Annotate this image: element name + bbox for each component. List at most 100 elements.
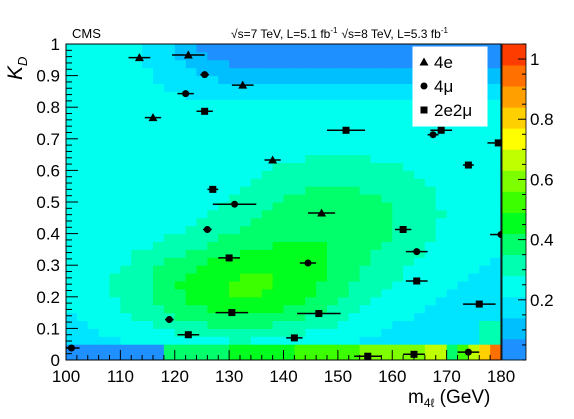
heatmap-cell [490,328,502,337]
heatmap-cell [316,344,328,353]
heatmap-cell [250,162,263,171]
heatmap-cell [305,241,317,250]
y-axis-title: KD [4,57,30,80]
heatmap-cell [153,344,165,353]
heatmap-cell [153,75,165,84]
heatmap-cell [446,312,459,321]
heatmap-cell [272,67,285,77]
heatmap-cell [359,107,372,116]
heatmap-cell [218,225,230,235]
heatmap-cell [403,130,415,140]
heatmap-cell [446,186,459,195]
heatmap-cell [163,59,176,69]
heatmap-cell [283,336,295,345]
heatmap-cell [348,178,361,187]
heatmap-cell [272,44,285,53]
heatmap-cell [120,217,132,227]
heatmap-cell [327,273,339,282]
energy-label: √s=7 TeV, L=5.1 fb-1 √s=8 TeV, L=5.3 fb-1 [231,26,448,41]
heatmap-cell [316,162,328,171]
heatmap-cell [196,44,208,53]
heatmap-cell [153,67,165,77]
heatmap-cell [185,241,198,250]
heatmap-cell [142,312,154,321]
data-point-square [209,185,217,193]
heatmap-cell [370,202,382,211]
heatmap-cell [76,225,89,235]
heatmap-cell [316,154,328,163]
heatmap-cell [348,170,361,179]
heatmap-cell [250,352,263,361]
heatmap-cell [316,146,328,156]
heatmap-cell [153,162,165,171]
heatmap-cell [272,241,285,250]
data-point-triangle [134,53,144,62]
heatmap-cell [359,320,372,329]
heatmap-cell [479,217,491,227]
heatmap-cell [348,217,361,227]
heatmap-cell [218,241,230,250]
heatmap-cell [490,178,502,187]
heatmap-cell [305,233,317,242]
heatmap-cell [327,320,339,329]
heatmap-cell [370,178,382,187]
heatmap-cell [414,209,426,219]
heatmap-cell [272,217,285,227]
heatmap-cell [370,288,382,298]
z-tick-label: 0.6 [530,170,554,189]
data-point-circle [429,131,437,139]
heatmap-cell [163,99,176,108]
data-point-square [413,277,421,285]
heatmap-cell [240,115,252,124]
heatmap-cell [424,241,437,250]
x-axis-title-sub: 4ℓ [424,396,435,410]
heatmap-cell [468,312,480,321]
heatmap-cell [142,107,154,116]
heatmap-cell [207,225,219,235]
heatmap-cell [87,186,100,195]
heatmap-cell [337,225,350,235]
heatmap-cell [490,83,502,92]
heatmap-cell [207,194,219,203]
heatmap-cell [218,202,230,211]
heatmap-cell [479,162,491,171]
heatmap-cell [403,336,415,345]
heatmap-cell [316,115,328,124]
heatmap-cell [153,281,165,290]
heatmap-cell [131,288,143,298]
heatmap-cell [370,154,382,163]
heatmap-cell [163,194,176,203]
heatmap-cell [479,336,491,345]
heatmap-cell [392,344,404,353]
heatmap-cell [414,257,426,266]
heatmap-cell [392,233,404,242]
heatmap-cell [87,320,100,329]
heatmap-cell [87,83,100,92]
heatmap-cell [435,257,448,266]
heatmap-cell [283,59,295,69]
heatmap-cell [337,288,350,298]
heatmap-cell [381,99,393,108]
heatmap-cell [435,352,448,361]
heatmap-cell [316,288,328,298]
heatmap-cell [468,336,480,345]
data-point-square [494,139,502,147]
heatmap-cell [261,91,274,100]
heatmap-cell [218,249,230,258]
heatmap-cell [490,217,502,227]
heatmap-cell [348,83,361,92]
heatmap-cell [185,344,198,353]
heatmap-cell [403,328,415,337]
heatmap-cell [305,115,317,124]
heatmap-cell [424,296,437,306]
heatmap-cell [207,281,219,290]
heatmap-cell [381,107,393,116]
heatmap-cell [392,352,404,361]
heatmap-cell [207,265,219,274]
heatmap-cell [196,304,208,314]
heatmap-cell [250,320,263,329]
heatmap-cell [414,249,426,258]
heatmap-cell [261,99,274,108]
heatmap-cell [457,209,469,219]
heatmap-cell [337,107,350,116]
